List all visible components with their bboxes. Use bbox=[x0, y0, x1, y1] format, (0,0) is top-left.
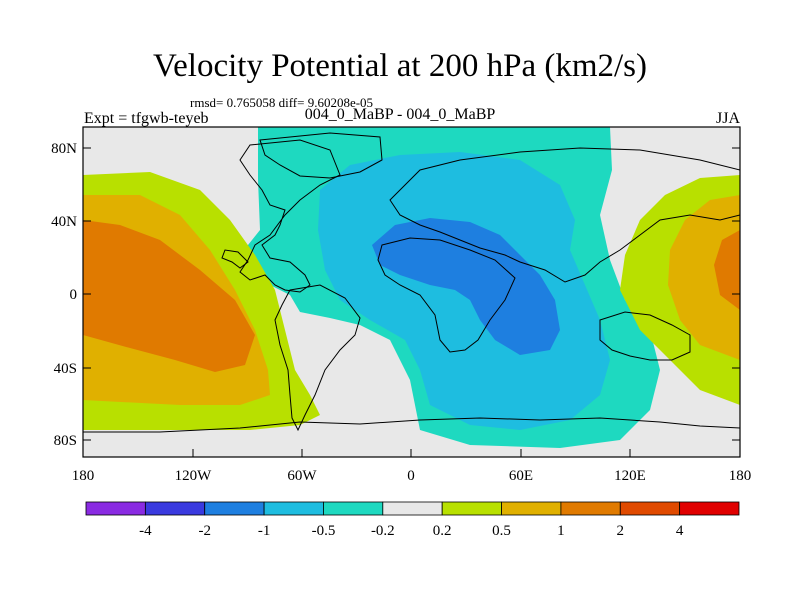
field-orange-left bbox=[83, 220, 255, 372]
colorbar-label: -4 bbox=[139, 523, 152, 539]
colorbar-swatch bbox=[679, 501, 740, 516]
coast-north-america bbox=[239, 139, 341, 293]
colorbar-swatch bbox=[144, 501, 206, 516]
colorbar-swatch bbox=[441, 501, 502, 516]
y-tick-label-80s: 80S bbox=[54, 433, 77, 449]
colorbar-swatch bbox=[85, 501, 146, 516]
colorbar-swatch bbox=[204, 501, 265, 516]
coast-greenland bbox=[259, 132, 383, 179]
colorbar-swatch bbox=[501, 501, 562, 516]
experiment-label: Expt = tfgwb-teyeb bbox=[84, 110, 209, 127]
colorbar-label: 1 bbox=[557, 523, 565, 539]
colorbar-swatch bbox=[382, 501, 443, 516]
x-tick-label-120w: 120W bbox=[175, 468, 213, 484]
x-tick-label-180e: 180 bbox=[729, 468, 752, 484]
tick-marks bbox=[83, 147, 740, 457]
field-amber-right bbox=[668, 195, 740, 360]
colorbar-swatch bbox=[263, 501, 324, 516]
x-tick-label-60w: 60W bbox=[287, 468, 317, 484]
coast-australia bbox=[599, 311, 691, 361]
colorbar-label: -2 bbox=[198, 523, 211, 539]
colorbar-label: 2 bbox=[617, 523, 625, 539]
colorbar-swatch bbox=[619, 501, 681, 516]
colorbar-label: 4 bbox=[676, 523, 684, 539]
x-tick-label-120e: 120E bbox=[614, 468, 646, 484]
colorbar-swatch bbox=[560, 501, 621, 516]
colorbar: -4 -2 -1 -0.5 -0.2 0.2 0.5 1 2 4 bbox=[85, 501, 740, 539]
colorbar-label: 0.5 bbox=[492, 523, 511, 539]
y-tick-label-80n: 80N bbox=[51, 141, 77, 157]
coast-eurasia bbox=[389, 147, 740, 283]
coast-central-america bbox=[221, 249, 249, 269]
coast-south-america bbox=[274, 284, 361, 432]
colorbar-label: -0.2 bbox=[371, 523, 395, 539]
coastlines bbox=[83, 132, 740, 433]
y-tick-label-40s: 40S bbox=[54, 361, 77, 377]
stats-line: rmsd= 0.765058 diff= 9.60208e-05 bbox=[190, 95, 374, 110]
y-tick-label-40n: 40N bbox=[51, 214, 77, 230]
x-tick-label-60e: 60E bbox=[509, 468, 533, 484]
colorbar-label: -0.5 bbox=[312, 523, 336, 539]
field-orange-right bbox=[714, 230, 740, 310]
x-tick-label-180w: 180 bbox=[72, 468, 95, 484]
colorbar-label: 0.2 bbox=[433, 523, 452, 539]
colorbar-label: -1 bbox=[258, 523, 271, 539]
season-label: JJA bbox=[716, 110, 741, 127]
y-tick-label-0: 0 bbox=[70, 287, 78, 303]
colorbar-swatch bbox=[323, 501, 384, 516]
coast-antarctica bbox=[83, 417, 740, 433]
coast-africa bbox=[377, 237, 516, 353]
field-blue-region bbox=[372, 218, 560, 355]
contour-fields bbox=[83, 127, 740, 457]
x-tick-label-0: 0 bbox=[407, 468, 415, 484]
chart-title: Velocity Potential at 200 hPa (km2/s) bbox=[152, 48, 648, 84]
comparison-label: 004_0_MaBP - 004_0_MaBP bbox=[304, 106, 496, 123]
